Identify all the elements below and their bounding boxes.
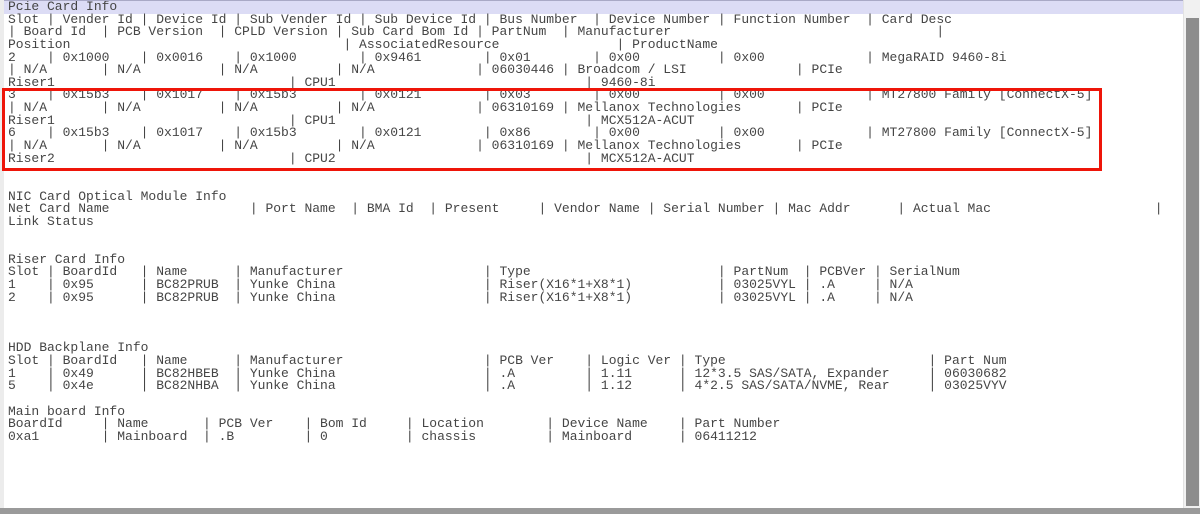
terminal-line: 3 | 0x15b3 | 0x1017 | 0x15b3 | 0x0121 | … (8, 87, 1093, 103)
terminal-line: | N/A | N/A | N/A | N/A | 06310169 | Mel… (8, 138, 843, 154)
terminal-line (0, 393, 1183, 406)
terminal-line: Slot | Vender Id | Device Id | Sub Vende… (8, 11, 952, 27)
terminal-line-title: Pcie Card Info (0, 0, 1183, 14)
terminal-line: 2 | 0x1000 | 0x0016 | 0x1000 | 0x9461 | … (8, 49, 1007, 65)
terminal-line (0, 229, 1183, 242)
terminal-line: 5 | 0x4e | BC82NHBA | Yunke China | .A |… (8, 378, 1007, 394)
terminal-line: 1 | 0x95 | BC82PRUB | Yunke China | Rise… (8, 277, 913, 293)
terminal-line: 2 | 0x95 | BC82PRUB | Yunke China | Rise… (8, 289, 913, 305)
terminal-line: BoardId | Name | PCB Ver | Bom Id | Loca… (8, 416, 781, 432)
annotation-red-box (2, 88, 1102, 171)
terminal-line: Riser Card Info (8, 251, 126, 267)
terminal-line: Riser1 | CPU1 | MCX512A-ACUT (8, 112, 695, 128)
terminal-line: 0xa1 | Mainboard | .B | 0 | chassis | Ma… (8, 428, 757, 444)
terminal-line: Net Card Name | Port Name | BMA Id | Pre… (8, 201, 1163, 217)
terminal-line: Slot | BoardId | Name | Manufacturer | P… (8, 352, 1007, 368)
terminal-line: 6 | 0x15b3 | 0x1017 | 0x15b3 | 0x0121 | … (8, 125, 1093, 141)
terminal-line: NIC Card Optical Module Info (8, 188, 227, 204)
scrollbar-thumb[interactable] (1186, 18, 1199, 506)
terminal-line: 1 | 0x49 | BC82HBEB | Yunke China | .A |… (8, 365, 1007, 381)
terminal-line: | N/A | N/A | N/A | N/A | 06030446 | Bro… (8, 62, 843, 78)
vertical-scrollbar[interactable] (1183, 0, 1200, 508)
terminal-line (0, 304, 1183, 317)
terminal-line: Main board Info (8, 403, 126, 419)
terminal-line: | N/A | N/A | N/A | N/A | 06310169 | Mel… (8, 100, 843, 116)
terminal-line: Riser2 | CPU2 | MCX512A-ACUT (8, 150, 695, 166)
terminal-line: Slot | BoardId | Name | Manufacturer | T… (8, 264, 960, 280)
terminal-line: Position | AssociatedResource | ProductN… (8, 36, 718, 52)
terminal-output: Pcie Card Info Slot | Vender Id | Device … (0, 0, 1183, 444)
terminal-line: HDD Backplane Info (8, 340, 149, 356)
terminal-line (0, 241, 1183, 254)
terminal-line: | Board Id | PCB Version | CPLD Version … (8, 24, 945, 40)
window-left-edge (0, 0, 4, 508)
terminal-line: Riser1 | CPU1 | 9460-8i (8, 74, 656, 90)
terminal-line (0, 330, 1183, 343)
terminal-line: Link Status (8, 213, 94, 229)
terminal-line (0, 317, 1183, 330)
window-bottom-edge (0, 508, 1200, 514)
window-top-edge (0, 0, 1183, 1)
